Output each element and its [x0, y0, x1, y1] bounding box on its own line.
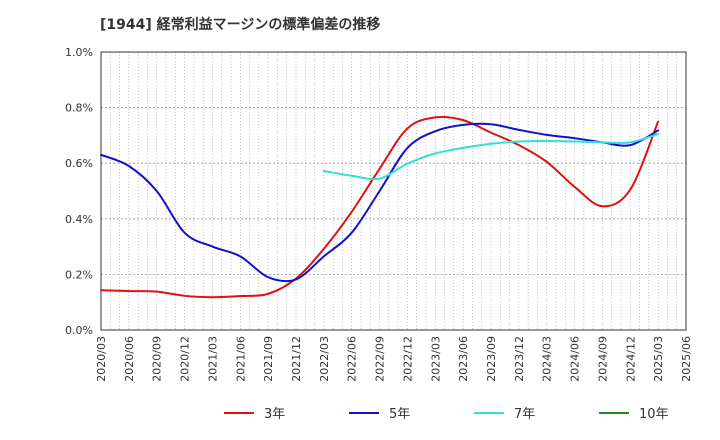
x-tick-label: 2022/12 [401, 336, 414, 382]
series-line-0 [100, 115, 660, 299]
x-tick-label: 2021/09 [262, 336, 275, 382]
x-tick-label: 2024/06 [569, 336, 582, 382]
x-tick-label: 2025/06 [680, 336, 693, 382]
x-tick-label: 2024/03 [541, 336, 554, 382]
legend-label-1: 5年 [389, 407, 410, 422]
x-tick-label: 2023/09 [485, 336, 498, 382]
y-tick-label: 0.8% [65, 102, 93, 115]
x-tick-label: 2024/12 [624, 336, 637, 382]
chart-title: [1944] 経常利益マージンの標準偏差の推移 [100, 17, 381, 33]
x-tick-label: 2023/12 [513, 336, 526, 382]
series-line-1 [100, 122, 660, 283]
series-line-2 [322, 133, 660, 181]
y-tick-label: 1.0% [65, 46, 93, 59]
x-tick-label: 2022/03 [318, 336, 331, 382]
y-axis-ticks: 0.0% 0.2% 0.4% 0.6% 0.8% 1.0% [65, 46, 93, 337]
legend-label-0: 3年 [264, 407, 285, 422]
x-tick-label: 2020/06 [123, 336, 136, 382]
y-tick-label: 0.6% [65, 157, 93, 170]
x-tick-label: 2023/03 [429, 336, 442, 382]
x-tick-label: 2020/09 [151, 336, 164, 382]
x-tick-label: 2020/03 [95, 336, 108, 382]
x-tick-label: 2021/12 [290, 336, 303, 382]
y-tick-label: 0.2% [65, 268, 93, 281]
x-tick-label: 2024/09 [596, 336, 609, 382]
x-tick-label: 2021/06 [234, 336, 247, 382]
plot-frame [100, 51, 687, 331]
x-axis-ticks: 2020/03 2020/06 2020/09 2020/12 2021/03 2021/… [95, 336, 693, 382]
legend-label-3: 10年 [639, 407, 669, 422]
y-tick-label: 0.4% [65, 213, 93, 226]
x-tick-label: 2022/06 [346, 336, 359, 382]
x-tick-label: 2021/03 [206, 336, 219, 382]
legend-label-2: 7年 [514, 407, 535, 422]
x-tick-label: 2025/03 [652, 336, 665, 382]
y-tick-label: 0.0% [65, 324, 93, 337]
x-tick-label: 2020/12 [179, 336, 192, 382]
x-tick-label: 2023/06 [457, 336, 470, 382]
legend: 3年 5年 7年 10年 [224, 407, 669, 422]
x-tick-label: 2022/09 [374, 336, 387, 382]
grid-layer [101, 52, 686, 330]
series-layer [100, 115, 660, 299]
